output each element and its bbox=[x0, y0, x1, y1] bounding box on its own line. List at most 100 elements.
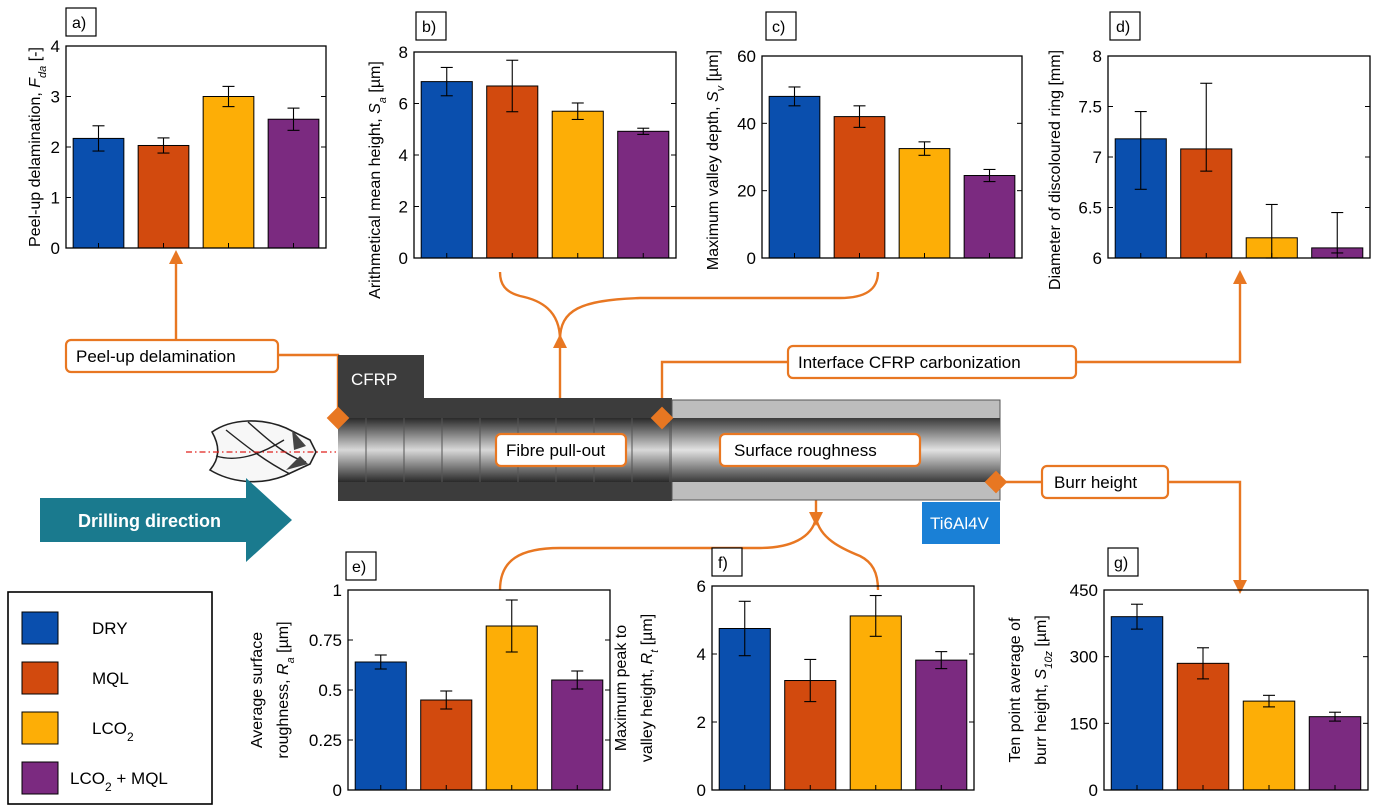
marker-burr bbox=[984, 470, 1008, 494]
svg-text:c): c) bbox=[772, 19, 785, 36]
bar-g-lco2 bbox=[1242, 700, 1296, 791]
errorbar-d-mql bbox=[1200, 82, 1213, 172]
ytick-label-b: 2 bbox=[399, 198, 408, 217]
arrowhead-fibre bbox=[553, 334, 567, 348]
legend-label-mql: MQL bbox=[92, 669, 129, 688]
errorbar-g-mql bbox=[1197, 647, 1209, 680]
ytick-label-c: 40 bbox=[737, 114, 756, 133]
axes-frame-g bbox=[1103, 589, 1369, 791]
ytick-label-f: 4 bbox=[697, 645, 706, 664]
bar-e-lco2mql bbox=[551, 679, 604, 791]
ylabel-b: Arithmetical mean height, Sa [µm] bbox=[367, 61, 389, 299]
errorbar-f-lco2 bbox=[869, 594, 882, 637]
bar-g-dry bbox=[1110, 616, 1164, 791]
ytick-label-d: 6.5 bbox=[1078, 199, 1102, 218]
errorbar-a-lco2mql bbox=[287, 107, 300, 131]
ytick-label-a: 0 bbox=[51, 239, 60, 258]
ytick-label-e: 0.25 bbox=[309, 731, 342, 750]
callout-peel-box bbox=[64, 338, 280, 374]
panel-label-f: f) bbox=[711, 547, 743, 577]
errorbar-e-lco2 bbox=[505, 599, 518, 653]
legend: DRY MQL LCO2 LCO2 + MQL bbox=[7, 591, 213, 805]
axes-frame-f bbox=[711, 585, 975, 791]
ytick-label-c: 20 bbox=[737, 182, 756, 201]
legend-label-lco2: LCO2 bbox=[92, 719, 134, 744]
ytick-label-g: 0 bbox=[1089, 781, 1098, 800]
bar-b-lco2mql bbox=[617, 130, 670, 259]
bar-e-dry bbox=[354, 661, 407, 791]
ytick-label-c: 0 bbox=[747, 249, 756, 268]
svg-text:f): f) bbox=[718, 555, 728, 572]
bar-a-dry bbox=[72, 137, 125, 249]
panel-label-g: g) bbox=[1107, 547, 1139, 577]
callout-fibre-box bbox=[494, 432, 628, 468]
bar-b-dry bbox=[420, 81, 473, 259]
errorbar-c-mql bbox=[853, 105, 866, 128]
ytick-label-d: 8 bbox=[1093, 47, 1102, 66]
ytick-label-e: 0 bbox=[333, 781, 342, 800]
ytick-label-e: 1 bbox=[333, 581, 342, 600]
ytick-label-b: 6 bbox=[399, 95, 408, 114]
panel-label-a: a) bbox=[65, 7, 97, 37]
errorbar-e-mql bbox=[440, 690, 453, 710]
ytick-label-f: 2 bbox=[697, 713, 706, 732]
ytick-label-b: 0 bbox=[399, 249, 408, 268]
cfrp-label: CFRP bbox=[351, 370, 397, 389]
ytick-label-a: 4 bbox=[51, 37, 60, 56]
drill-bit-icon bbox=[186, 420, 336, 483]
errorbar-g-dry bbox=[1131, 603, 1143, 630]
legend-swatch-lco2 bbox=[21, 711, 59, 745]
callout-interface: Interface CFRP carbonization bbox=[798, 353, 1021, 372]
bar-a-lco2 bbox=[202, 96, 255, 249]
errorbar-a-lco2 bbox=[222, 85, 235, 108]
ylabel-c: Maximum valley depth, Sv [µm] bbox=[705, 50, 727, 270]
ytick-label-b: 8 bbox=[399, 43, 408, 62]
ytick-label-g: 300 bbox=[1070, 648, 1098, 667]
chart-a: 0 1 2 3 4 a) Peel-up delamination, Fda [-] bbox=[27, 7, 327, 258]
errorbar-e-dry bbox=[374, 654, 387, 670]
bar-a-mql bbox=[137, 144, 190, 249]
bar-c-dry bbox=[768, 95, 821, 259]
bar-c-lco2mql bbox=[963, 175, 1016, 259]
ylabel-g: Ten point average of bbox=[1007, 617, 1024, 763]
ytick-label-d: 6 bbox=[1093, 249, 1102, 268]
panel-label-d: d) bbox=[1109, 11, 1141, 41]
ytick-label-d: 7 bbox=[1093, 148, 1102, 167]
marker-interface bbox=[650, 406, 674, 430]
ti-label-box bbox=[922, 502, 1000, 544]
drilling-direction-label: Drilling direction bbox=[78, 511, 221, 531]
legend-swatch-dry bbox=[21, 611, 59, 645]
errorbar-b-lco2 bbox=[571, 102, 584, 121]
ytick-label-d: 7.5 bbox=[1078, 98, 1102, 117]
errorbar-c-lco2 bbox=[918, 141, 931, 156]
bar-e-mql bbox=[420, 699, 473, 791]
axes-frame-c bbox=[761, 55, 1023, 259]
ytick-label-a: 1 bbox=[51, 189, 60, 208]
panel-label-c: c) bbox=[765, 11, 797, 41]
errorbar-c-dry bbox=[788, 86, 801, 107]
ylabel-a: Peel-up delamination, Fda [-] bbox=[27, 47, 49, 247]
svg-text:b): b) bbox=[422, 19, 436, 36]
callout-peel: Peel-up delamination bbox=[76, 347, 236, 366]
callout-roughness: Surface roughness bbox=[734, 441, 877, 460]
errorbar-g-lco2mql bbox=[1329, 711, 1341, 722]
chart-d: 6 6.5 7 7.5 8 d) Diameter of discoloured ring … bbox=[1047, 11, 1371, 290]
errorbar-f-lco2mql bbox=[935, 651, 948, 670]
legend-label-lco2mql: LCO2 + MQL bbox=[70, 769, 168, 794]
bar-b-mql bbox=[486, 85, 539, 259]
callout-roughness-box bbox=[718, 432, 922, 468]
svg-text:g): g) bbox=[1114, 555, 1128, 572]
bar-c-mql bbox=[833, 116, 886, 259]
ytick-label-g: 450 bbox=[1070, 581, 1098, 600]
ytick-label-b: 4 bbox=[399, 146, 408, 165]
chart-g: 0 150 300 450 g) Ten point average of burr hei… bbox=[1007, 547, 1369, 800]
ylabel-f: Maximum peak to bbox=[613, 625, 630, 751]
callout-burr-box bbox=[1040, 464, 1170, 500]
bar-g-mql bbox=[1176, 662, 1230, 791]
errorbar-e-lco2mql bbox=[571, 670, 584, 690]
errorbar-f-mql bbox=[804, 658, 817, 703]
errorbar-b-dry bbox=[440, 66, 453, 97]
svg-text:a): a) bbox=[72, 15, 86, 32]
errorbar-f-dry bbox=[738, 600, 751, 657]
chart-b: 0 2 4 6 8 b) Arithmetical mean height, Sa [µm] bbox=[367, 11, 677, 299]
